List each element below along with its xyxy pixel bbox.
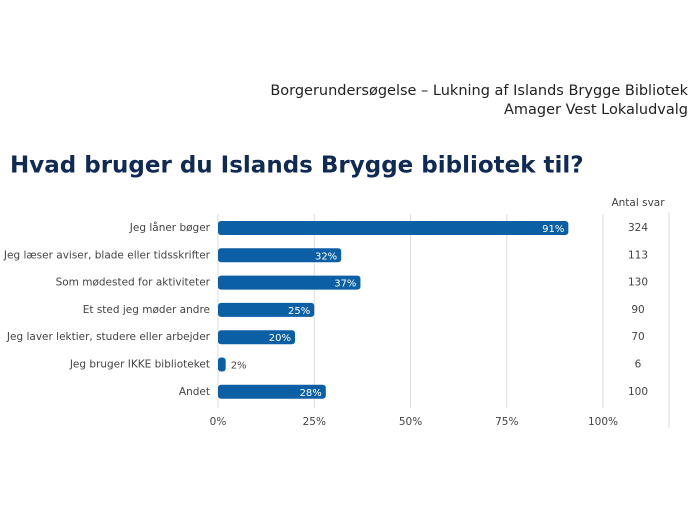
y-tick-label: Jeg læser aviser, blade eller tidsskrift… xyxy=(3,249,211,261)
header-line: Amager Vest Lokaludvalg xyxy=(504,102,688,118)
count: 130 xyxy=(628,277,648,289)
bar xyxy=(218,275,361,290)
count: 90 xyxy=(631,304,644,316)
bar xyxy=(218,302,315,317)
chart-title: Hvad bruger du Islands Brygge bibliotek … xyxy=(10,153,584,179)
bar xyxy=(218,384,326,399)
x-tick-label: 75% xyxy=(495,416,518,428)
x-tick-label: 100% xyxy=(588,416,618,428)
count: 113 xyxy=(628,249,648,261)
count: 100 xyxy=(628,386,648,398)
value-label: 2% xyxy=(231,361,247,372)
x-tick-label: 50% xyxy=(399,416,422,428)
bar xyxy=(218,248,342,263)
y-tick-label: Jeg laver lektier, studere eller arbejde… xyxy=(6,331,211,343)
x-tick-label: 25% xyxy=(303,416,326,428)
header-line: Borgerundersøgelse – Lukning af Islands … xyxy=(270,83,688,99)
y-tick-label: Jeg låner bøger xyxy=(129,221,211,234)
count-title: Antal svar xyxy=(611,197,665,209)
count: 6 xyxy=(635,359,642,371)
value-label: 32% xyxy=(315,251,337,262)
bar xyxy=(218,357,226,372)
count: 324 xyxy=(628,222,648,234)
value-label: 28% xyxy=(300,388,322,399)
y-tick-label: Jeg bruger IKKE biblioteket xyxy=(69,359,210,371)
value-label: 20% xyxy=(269,333,291,344)
bar xyxy=(218,221,569,235)
y-tick-label: Som mødested for aktiviteter xyxy=(56,277,211,289)
value-label: 25% xyxy=(288,306,310,317)
x-tick-label: 0% xyxy=(210,416,227,428)
value-label: 37% xyxy=(334,279,356,290)
count: 70 xyxy=(631,331,644,343)
y-tick-label: Andet xyxy=(179,386,210,398)
value-label: 91% xyxy=(542,224,564,235)
bar xyxy=(218,330,295,345)
y-tick-label: Et sted jeg møder andre xyxy=(83,304,210,316)
